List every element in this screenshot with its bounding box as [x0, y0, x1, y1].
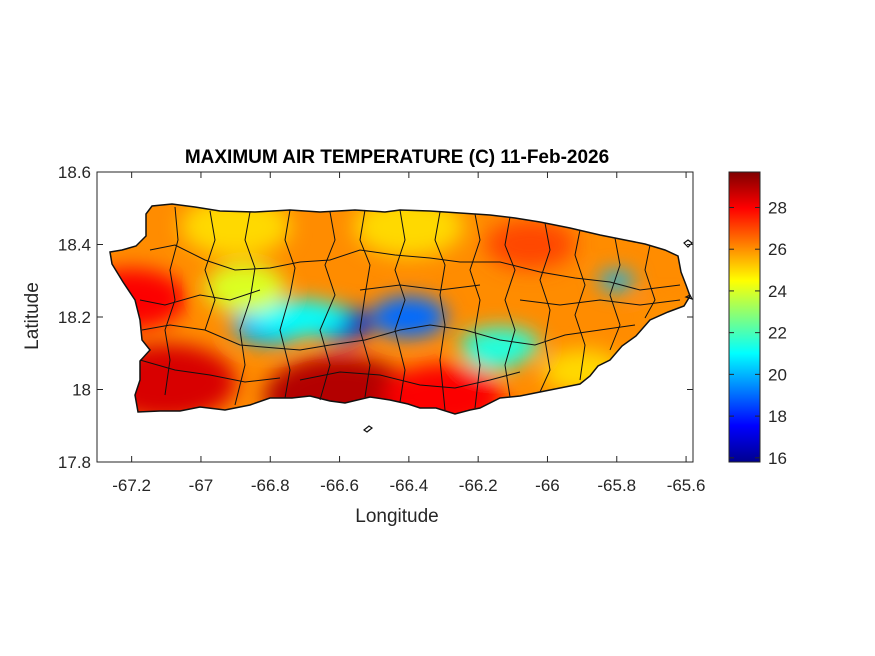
- y-tick-label: 18.6: [58, 163, 91, 182]
- colorbar-tick-label: 22: [768, 324, 787, 343]
- municipal-boundary: [139, 359, 281, 383]
- colorbar-tick-label: 20: [768, 365, 787, 384]
- caja-de-muertos-islet: [362, 425, 374, 433]
- colorbar-ticks: 28 26 24 22 20 18 16: [729, 198, 787, 468]
- temperature-region: [264, 355, 415, 414]
- y-tick-label: 18: [72, 381, 91, 400]
- colorbar-tick-label: 18: [768, 407, 787, 426]
- municipal-boundaries: [139, 206, 681, 411]
- municipal-boundary: [164, 206, 179, 396]
- island-outline: [109, 203, 691, 415]
- x-axis: -67.2 -67 -66.8 -66.6 -66.4 -66.2 -66 -65.8 -65.…: [112, 172, 705, 495]
- municipal-boundary: [204, 210, 216, 331]
- x-tick-label: -66.6: [320, 476, 359, 495]
- colorbar-tick-label: 26: [768, 240, 787, 259]
- colorbar-tick-label: 24: [768, 282, 787, 301]
- municipal-boundary: [279, 209, 296, 399]
- municipal-boundary: [394, 209, 406, 403]
- x-tick-label: -67: [189, 476, 214, 495]
- temperature-region: [460, 327, 540, 363]
- temperature-region: [252, 300, 348, 336]
- temperature-region: [205, 263, 285, 313]
- map-title: MAXIMUM AIR TEMPERATURE (C) 11-Feb-2026: [185, 147, 609, 168]
- municipal-boundary: [299, 371, 521, 389]
- x-tick-label: -65.8: [597, 476, 636, 495]
- municipal-boundary: [149, 244, 681, 291]
- municipal-boundary: [504, 216, 516, 398]
- x-tick-label: -66: [535, 476, 560, 495]
- colorbar-tick-label: 28: [768, 198, 787, 217]
- x-tick-label: -66.8: [251, 476, 290, 495]
- municipal-boundary: [319, 211, 336, 401]
- x-tick-label: -66.4: [389, 476, 428, 495]
- municipal-boundary: [434, 211, 446, 411]
- municipal-boundary: [539, 222, 551, 393]
- y-tick-label: 18.4: [58, 236, 91, 255]
- municipal-boundary: [644, 244, 656, 319]
- y-tick-label: 18.2: [58, 308, 91, 327]
- colorbar-gradient: [728, 171, 761, 463]
- colorbar-tick-label: 16: [768, 449, 787, 468]
- municipal-boundary: [141, 324, 636, 351]
- east-islet-small: [684, 294, 694, 301]
- x-tick-label: -67.2: [112, 476, 151, 495]
- y-axis: 18.6 18.4 18.2 18 17.8: [58, 163, 693, 472]
- municipal-boundary: [519, 299, 681, 306]
- temperature-region: [370, 296, 447, 338]
- x-tick-label: -66.2: [459, 476, 498, 495]
- east-islet: [683, 239, 693, 248]
- islets: [362, 239, 694, 433]
- municipal-boundary: [234, 211, 256, 406]
- y-axis-label: Latitude: [22, 282, 43, 350]
- municipal-boundary: [609, 237, 621, 351]
- municipal-boundary: [359, 209, 371, 398]
- y-tick-label: 17.8: [58, 453, 91, 472]
- municipal-boundary: [574, 229, 586, 381]
- municipal-boundary: [139, 289, 261, 306]
- municipal-boundary: [469, 213, 481, 409]
- x-tick-label: -65.6: [667, 476, 706, 495]
- municipal-boundary: [359, 284, 481, 291]
- colorbar: 28 26 24 22 20 18 16: [728, 171, 787, 468]
- x-axis-label: Longitude: [355, 506, 438, 527]
